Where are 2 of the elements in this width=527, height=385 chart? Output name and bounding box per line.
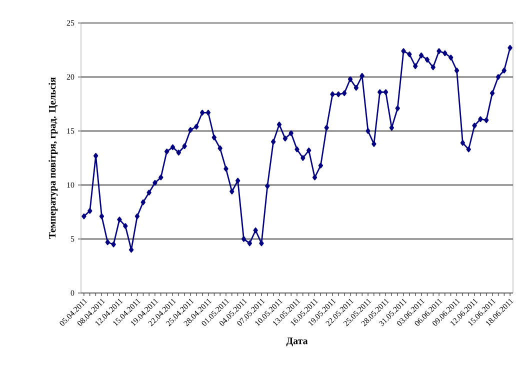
y-axis-title: Температура повітря, град. Цельсія xyxy=(48,77,58,239)
x-axis-title: Дата xyxy=(286,338,308,346)
